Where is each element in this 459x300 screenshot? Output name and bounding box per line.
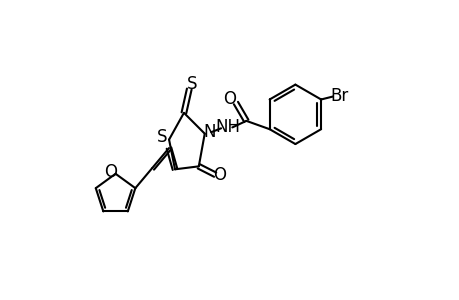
Text: O: O <box>103 163 117 181</box>
Text: N: N <box>203 123 216 141</box>
Text: NH: NH <box>215 118 240 136</box>
Text: O: O <box>213 166 226 184</box>
Text: O: O <box>223 91 236 109</box>
Text: S: S <box>187 75 197 93</box>
Text: Br: Br <box>330 87 348 105</box>
Text: S: S <box>157 128 167 146</box>
